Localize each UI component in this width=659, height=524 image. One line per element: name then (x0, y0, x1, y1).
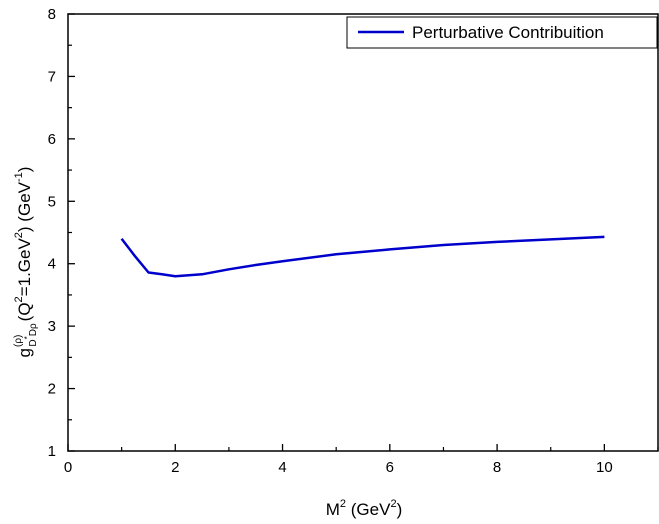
y-axis-title-sup-q: 2 (13, 296, 25, 302)
x-tick-label: 2 (171, 459, 179, 476)
x-axis-title-close: ) (397, 500, 403, 519)
plot-frame (67, 13, 659, 452)
x-axis-title-main: M (326, 500, 340, 519)
y-axis-title: g(ρ) D*Dρ(Q2=1.GeV2) (GeV-1) (13, 167, 39, 358)
y-axis-title-end: ) (15, 167, 34, 173)
y-tick-label: 5 (48, 193, 56, 210)
series-layer (120, 235, 605, 278)
y-axis-title-sup-rho: (ρ) (13, 335, 24, 347)
x-tick-label: 0 (64, 459, 72, 476)
legend: Perturbative Contribuition (346, 16, 658, 49)
x-tick-label: 10 (596, 459, 613, 476)
y-axis-title-sub2: Dρ (28, 323, 39, 336)
y-axis-title-close: ) (GeV (15, 181, 34, 232)
x-tick-label: 6 (386, 459, 394, 476)
y-tick-label: 6 (48, 131, 56, 148)
x-tick-label: 4 (278, 459, 286, 476)
y-tick-label: 4 (48, 256, 56, 273)
y-axis-title-g: g (15, 348, 34, 357)
legend-label: Perturbative Contribuition (412, 23, 604, 42)
y-tick-label: 7 (48, 68, 56, 85)
y-axis-title-paren: (Q (15, 302, 34, 321)
x-axis-title: M2 (GeV2) (326, 498, 403, 519)
x-axis-ticks: 0 2 4 6 8 10 (64, 444, 659, 476)
y-tick-label: 8 (48, 6, 56, 23)
series-line (120, 235, 605, 278)
y-axis-title-sub-star: * (23, 336, 32, 339)
x-tick-label: 8 (493, 459, 501, 476)
y-tick-label: 2 (48, 381, 56, 398)
y-tick-label: 3 (48, 318, 56, 335)
x-axis-title-unit: (GeV (346, 500, 391, 519)
y-axis-title-sup-inv: -1 (13, 172, 25, 182)
y-axis-title-sup-gev: 2 (13, 232, 25, 238)
x-axis-title-unit-sup: 2 (390, 498, 396, 510)
y-tick-label: 1 (48, 443, 56, 460)
y-axis-title-sub: D (28, 339, 39, 346)
y-axis-title-group: g(ρ) D*Dρ(Q2=1.GeV2) (GeV-1) (13, 167, 39, 358)
y-axis-title-mid: =1.GeV (15, 238, 34, 297)
y-axis-ticks: 1 2 3 4 5 6 7 8 (48, 6, 75, 460)
x-axis-title-sup: 2 (340, 498, 346, 510)
